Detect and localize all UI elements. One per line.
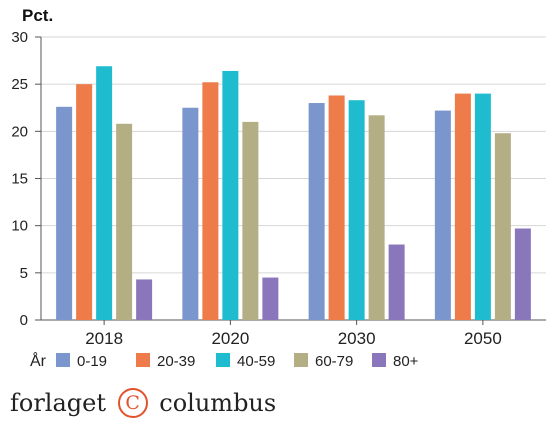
bar-60-79-2020	[242, 121, 259, 321]
bar-0-19-2050	[434, 110, 451, 320]
x-tick-label: 2020	[211, 329, 249, 348]
bar-20-39-2030	[328, 95, 345, 320]
bar-60-79-2030	[368, 115, 385, 321]
y-tick-label: 25	[11, 76, 28, 93]
legend-label-40-59: 40-59	[237, 353, 275, 370]
bar-40-59-2020	[222, 70, 239, 321]
bar-80+-2050	[514, 228, 531, 320]
bar-40-59-2050	[474, 93, 491, 320]
legend-swatch-20-39	[136, 353, 150, 367]
x-tick-label: 2018	[85, 329, 123, 348]
bar-20-39-2020	[202, 82, 219, 320]
bar-0-19-2018	[56, 106, 73, 320]
x-tick-label: 2050	[464, 329, 502, 348]
bar-60-79-2018	[116, 123, 133, 320]
publisher-name-right: columbus	[159, 389, 277, 417]
bar-40-59-2018	[96, 66, 113, 320]
publisher-name-left: forlaget	[10, 389, 106, 417]
y-tick-label: 20	[11, 123, 28, 140]
publisher-logo: forlaget C columbus	[10, 388, 276, 418]
legend-swatch-40-59	[216, 353, 230, 367]
y-tick-label: 15	[11, 171, 28, 188]
y-tick-label: 0	[20, 312, 28, 329]
legend-swatch-80+	[372, 353, 386, 367]
legend-swatch-60-79	[294, 353, 308, 367]
y-axis-label: Pct.	[22, 6, 54, 25]
legend-label-80+: 80+	[393, 353, 419, 370]
x-tick-label: 2030	[338, 329, 376, 348]
bar-20-39-2018	[76, 84, 93, 321]
bar-60-79-2050	[494, 133, 511, 320]
y-tick-label: 5	[20, 265, 28, 282]
bar-80+-2018	[136, 279, 153, 320]
y-tick-label: 10	[11, 218, 28, 235]
legend-title: År	[30, 351, 47, 370]
publisher-mark: C	[117, 388, 148, 418]
bar-20-39-2050	[454, 93, 471, 320]
y-tick-label: 30	[11, 29, 28, 46]
bar-0-19-2020	[182, 107, 199, 320]
legend-label-60-79: 60-79	[315, 353, 353, 370]
bar-40-59-2030	[348, 100, 365, 320]
bar-chart: 0 5 10 15 20 25 30 2018 2020 2030 2050 År 0-19 20-39 4…	[11, 29, 546, 370]
bar-0-19-2030	[308, 103, 325, 321]
legend-swatch-0-19	[56, 353, 70, 367]
bar-80+-2020	[262, 277, 279, 320]
bar-80+-2030	[388, 244, 405, 320]
legend-label-0-19: 0-19	[77, 353, 107, 370]
legend-label-20-39: 20-39	[157, 353, 195, 370]
